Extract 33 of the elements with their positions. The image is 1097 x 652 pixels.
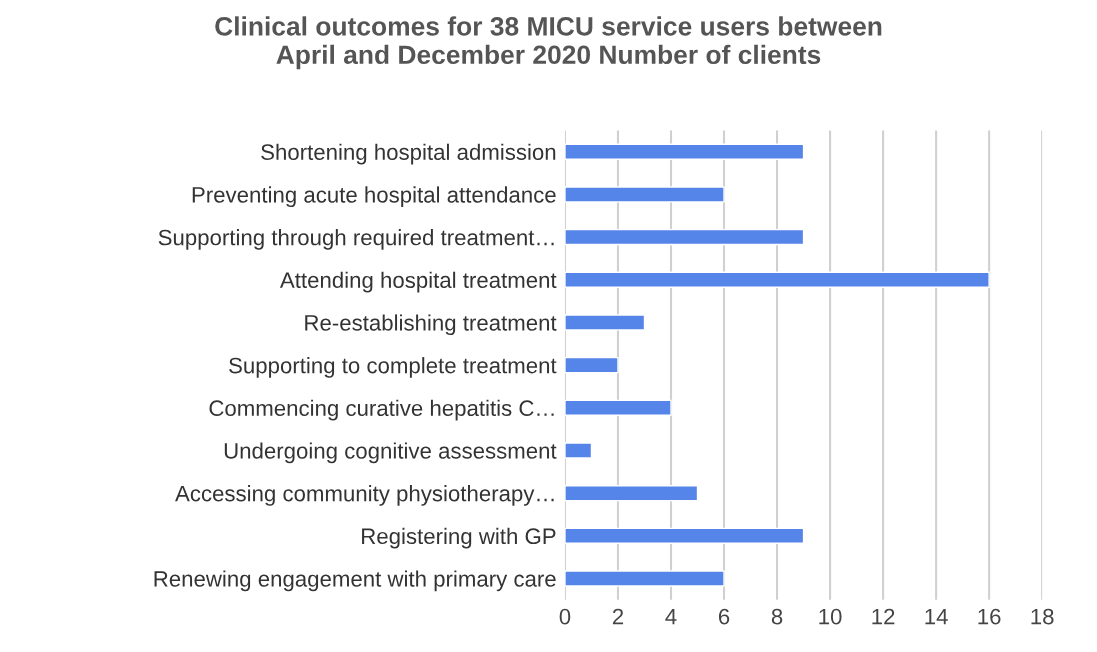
bar bbox=[564, 570, 725, 587]
bar bbox=[564, 442, 593, 459]
y-tick-label: Commencing curative hepatitis C… bbox=[209, 399, 554, 421]
bar bbox=[564, 527, 805, 544]
x-tick-label: 2 bbox=[612, 608, 624, 625]
y-tick-label: Supporting through required treatment… bbox=[158, 229, 554, 250]
x-tick-label: 10 bbox=[819, 608, 842, 625]
bar bbox=[564, 186, 725, 203]
x-tick-label: 18 bbox=[1031, 608, 1054, 625]
bar bbox=[564, 143, 805, 160]
x-tick-label: 14 bbox=[925, 608, 948, 625]
chart-title: Clinical outcomes for 38 MICU service users between April and December 2020 Number of clients bbox=[215, 16, 882, 70]
y-tick-label: Undergoing cognitive assessment bbox=[224, 442, 557, 464]
y-tick-label: Attending hospital treatment bbox=[279, 271, 557, 293]
bar bbox=[564, 484, 699, 502]
y-tick-label: Shortening hospital admission bbox=[261, 143, 556, 165]
y-tick-label: Preventing acute hospital attendance bbox=[192, 186, 556, 208]
y-tick-label: Re-establishing treatment bbox=[305, 314, 557, 336]
x-tick-label: 12 bbox=[872, 608, 895, 625]
x-tick-label: 0 bbox=[559, 608, 571, 625]
y-tick-label: Registering with GP bbox=[362, 527, 556, 549]
y-tick-label: Accessing community physiotherapy… bbox=[175, 485, 554, 506]
y-tick-label: Renewing engagement with primary care bbox=[154, 570, 556, 592]
bar bbox=[564, 356, 619, 374]
bar bbox=[564, 314, 646, 331]
x-tick-label: 6 bbox=[718, 608, 730, 625]
bar bbox=[564, 271, 990, 288]
bar bbox=[564, 399, 672, 416]
x-tick-label: 8 bbox=[771, 608, 783, 625]
x-tick-label: 16 bbox=[978, 608, 1001, 625]
y-tick-label: Supporting to complete treatment bbox=[229, 357, 557, 378]
x-tick-label: 4 bbox=[665, 608, 677, 625]
bar bbox=[564, 228, 805, 246]
